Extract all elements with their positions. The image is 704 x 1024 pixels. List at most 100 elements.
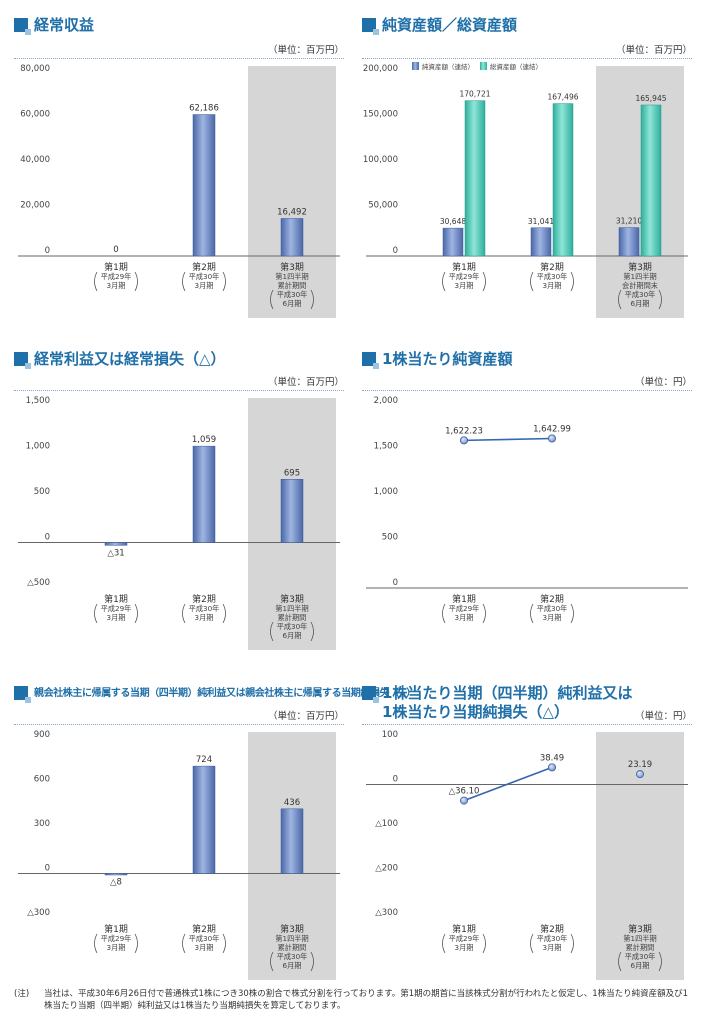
data-label: 0 [113,245,118,255]
category-sublabel: 累計期間 [278,281,307,290]
y-tick-label: 50,000 [368,201,398,211]
bar [104,542,128,546]
y-tick-label: 150,000 [363,110,398,120]
category-sublabel: 3月期 [543,613,562,622]
y-tick-label: 2,000 [374,396,398,406]
bracket-right [482,933,486,954]
bracket-left [442,271,446,292]
category-sublabel: 平成30年 [189,604,220,613]
y-tick-label: 100,000 [363,155,398,165]
series-line [463,437,553,442]
chart-title: 1株当たり純資産額 [362,350,512,369]
legend-label: 総資産額（連結） [490,62,542,71]
category-sublabel: 第1四半期 [623,272,656,281]
data-label: 16,492 [277,207,307,217]
y-tick-label: △500 [27,578,50,588]
category-label: 第1期 [104,261,128,273]
y-tick-label: 1,500 [26,396,50,406]
bracket-right [570,271,574,292]
y-tick-label: 0 [393,578,398,588]
y-tick-label: △300 [375,908,398,918]
category-sublabel: 6月期 [283,961,302,970]
category-sublabel: 平成30年 [537,604,568,613]
category-sublabel: 会計期間末 [622,281,658,290]
y-tick-label: 200,000 [363,64,398,74]
data-label: 30,648 [440,217,466,226]
category-sublabel: 3月期 [107,943,126,952]
category-label: 第2期 [540,261,564,273]
category-label: 第3期 [280,593,304,605]
data-label: 724 [196,755,212,765]
series-line [463,766,553,802]
bracket-right [134,933,138,954]
y-tick-label: 100 [382,730,398,740]
bracket-left [182,933,186,954]
category-sublabel: 平成30年 [537,272,568,281]
bracket-left [530,933,534,954]
bracket-left [442,603,446,624]
bracket-left [94,933,98,954]
y-tick-label: △100 [375,819,398,829]
chart-panel-bps: 1株当たり純資産額 （単位：円） 2,000 1,500 1,000 500 0 1,62… [362,350,692,650]
bracket-right [570,603,574,624]
category-sublabel: 平成29年 [101,272,132,281]
y-tick-label: 1,500 [374,442,398,452]
category-sublabel: 3月期 [455,943,474,952]
category-sublabel: 6月期 [631,299,650,308]
chart-panel-ordinary-profit: 経常利益又は経常損失（△） （単位：百万円） 1,500 1,000 500 0 △50… [14,350,344,650]
category-sublabel: 第1四半期 [275,604,308,613]
y-tick-label: 60,000 [20,110,50,120]
data-label: 170,721 [459,90,490,99]
bracket-right [570,933,574,954]
category-label: 第2期 [540,593,564,605]
bar [464,100,486,257]
bar [192,114,216,257]
legend-swatch [480,62,487,70]
y-tick-label: 300 [34,819,50,829]
chart-net-total-assets: 200,000 150,000 100,000 50,000 0 純資産額（連結） 総資産額… [363,62,688,318]
category-label: 第2期 [192,923,216,935]
category-sublabel: 3月期 [543,281,562,290]
bar [280,218,304,257]
category-sublabel: 平成30年 [277,952,308,961]
y-tick-label: 80,000 [20,64,50,74]
data-label: △31 [107,548,124,558]
bracket-left [442,933,446,954]
bracket-left [182,603,186,624]
unit-label: （単位：百万円） [267,377,344,388]
title-square-icon [362,686,379,703]
bracket-right [222,603,226,624]
category-sublabel: 3月期 [195,613,214,622]
chart-panel-net-total-assets: 純資産額／総資産額 （単位：百万円） 200,000 150,000 100,000… [362,16,692,318]
bar [618,227,640,257]
y-tick-label: 600 [34,775,50,785]
y-tick-label: 40,000 [20,155,50,165]
category-label: 第1期 [452,593,476,605]
bar [552,103,574,257]
divider [14,58,344,59]
data-label: 436 [284,798,300,808]
bracket-left [530,603,534,624]
bracket-left [94,271,98,292]
chart-ordinary-revenue: 80,000 60,000 40,000 20,000 0 0 62,186 16,492 第1… [18,64,340,318]
category-sublabel: 3月期 [543,943,562,952]
y-tick-label: 0 [45,246,50,256]
bracket-right [134,271,138,292]
category-label: 第1期 [104,593,128,605]
footnote-text: 当社は、平成30年6月26日付で普通株式1株につき30株の割合で株式分割を行って… [44,989,689,1011]
category-sublabel: 平成30年 [277,622,308,631]
y-tick-label: 0 [393,246,398,256]
y-tick-label: 0 [45,864,50,874]
y-tick-label: 500 [34,487,50,497]
bracket-left [94,603,98,624]
data-label: △36.10 [449,787,480,797]
category-label: 第3期 [628,261,652,273]
bracket-right [658,289,662,310]
category-sublabel: 平成30年 [189,934,220,943]
bracket-left [270,289,274,310]
category-sublabel: 平成30年 [189,272,220,281]
category-label: 第3期 [628,923,652,935]
category-sublabel: 6月期 [631,961,650,970]
chart-panel-ordinary-revenue: 経常収益 （単位：百万円） 80,000 60,000 40,000 20,000 0 0… [14,16,344,318]
data-label: 62,186 [189,104,219,114]
